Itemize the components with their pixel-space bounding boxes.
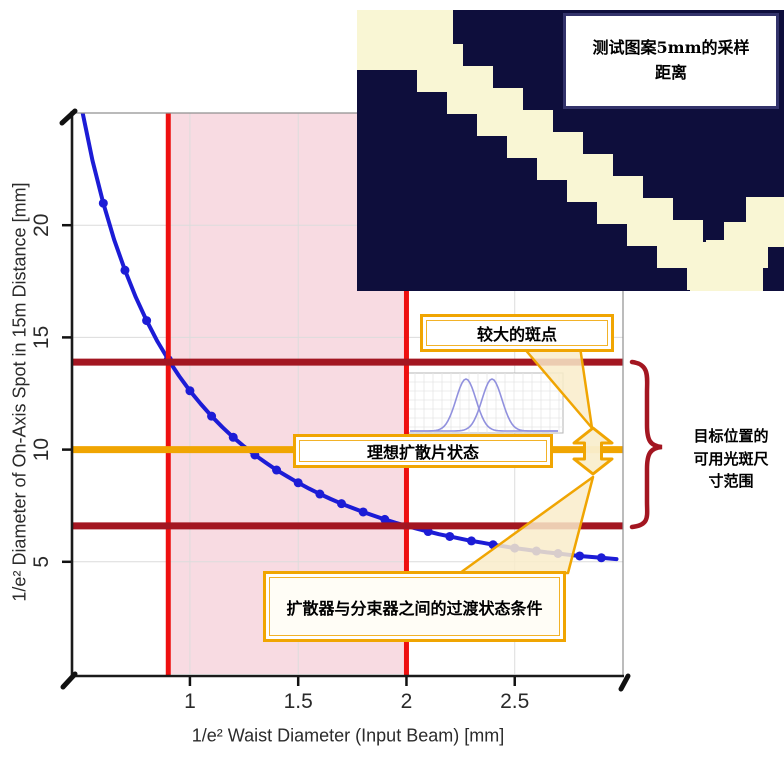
svg-text:1: 1 bbox=[184, 690, 196, 713]
pattern-blob bbox=[690, 197, 784, 291]
annotation-transition-condition: 扩散器与分束器之间的过渡状态条件 bbox=[263, 571, 566, 642]
brace-label: 目标位置的 可用光斑尺 寸范围 bbox=[693, 427, 769, 490]
svg-text:5: 5 bbox=[30, 556, 53, 568]
svg-text:2.5: 2.5 bbox=[500, 690, 529, 713]
axis-end-flag bbox=[60, 671, 78, 690]
range-brace bbox=[629, 359, 663, 530]
svg-text:15: 15 bbox=[30, 326, 53, 349]
svg-text:1.5: 1.5 bbox=[284, 690, 313, 713]
x-axis-title: 1/e² Waist Diameter (Input Beam) [mm] bbox=[191, 725, 505, 746]
svg-text:10: 10 bbox=[30, 438, 53, 461]
svg-text:20: 20 bbox=[30, 214, 53, 237]
axis-end-flag bbox=[59, 108, 78, 126]
gaussian-overlap-inset bbox=[405, 372, 564, 434]
annotation-ideal-diffuser: 理想扩散片状态 bbox=[293, 434, 553, 468]
axis-ticks: 1 1.5 2 2.5 5 10 15 20 bbox=[30, 214, 529, 713]
inset-caption: 测试图案5mm的采样 距离 bbox=[563, 13, 779, 109]
spot-size-range-arrow bbox=[572, 426, 614, 476]
axis-end-flag bbox=[618, 673, 631, 692]
svg-text:2: 2 bbox=[401, 690, 413, 713]
y-axis-title: 1/e² Diameter of On-Axis Spot in 15m Dis… bbox=[9, 182, 30, 602]
test-pattern-inset: 测试图案5mm的采样 距离 bbox=[357, 0, 784, 312]
annotation-larger-spot: 较大的斑点 bbox=[420, 314, 614, 352]
